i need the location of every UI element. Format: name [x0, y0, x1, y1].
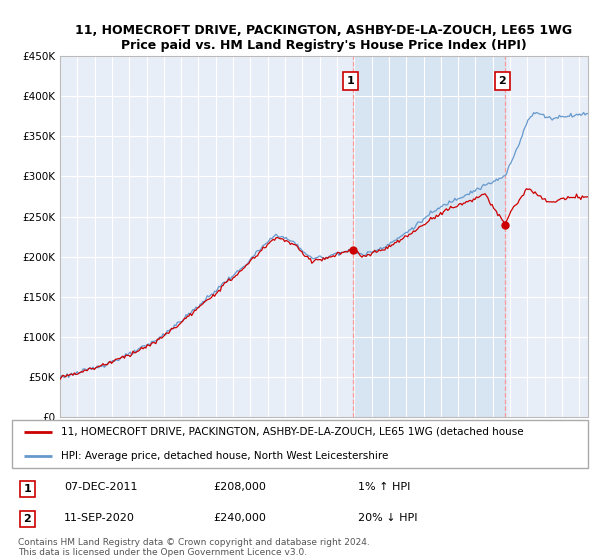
Text: 11-SEP-2020: 11-SEP-2020 [64, 513, 135, 522]
Text: 1: 1 [346, 76, 354, 86]
Text: 11, HOMECROFT DRIVE, PACKINGTON, ASHBY-DE-LA-ZOUCH, LE65 1WG (detached house: 11, HOMECROFT DRIVE, PACKINGTON, ASHBY-D… [61, 427, 524, 437]
Title: 11, HOMECROFT DRIVE, PACKINGTON, ASHBY-DE-LA-ZOUCH, LE65 1WG
Price paid vs. HM L: 11, HOMECROFT DRIVE, PACKINGTON, ASHBY-D… [76, 24, 572, 52]
Text: 20% ↓ HPI: 20% ↓ HPI [358, 513, 417, 522]
Text: 2: 2 [23, 514, 31, 524]
Text: £240,000: £240,000 [214, 513, 266, 522]
Text: 07-DEC-2011: 07-DEC-2011 [64, 483, 137, 492]
Text: 2: 2 [499, 76, 506, 86]
Text: 1% ↑ HPI: 1% ↑ HPI [358, 483, 410, 492]
Text: 1: 1 [23, 484, 31, 494]
Bar [353, 56, 505, 417]
FancyBboxPatch shape [12, 420, 588, 468]
Text: £208,000: £208,000 [214, 483, 266, 492]
Text: HPI: Average price, detached house, North West Leicestershire: HPI: Average price, detached house, Nort… [61, 451, 388, 461]
Text: Contains HM Land Registry data © Crown copyright and database right 2024.
This d: Contains HM Land Registry data © Crown c… [18, 538, 370, 557]
